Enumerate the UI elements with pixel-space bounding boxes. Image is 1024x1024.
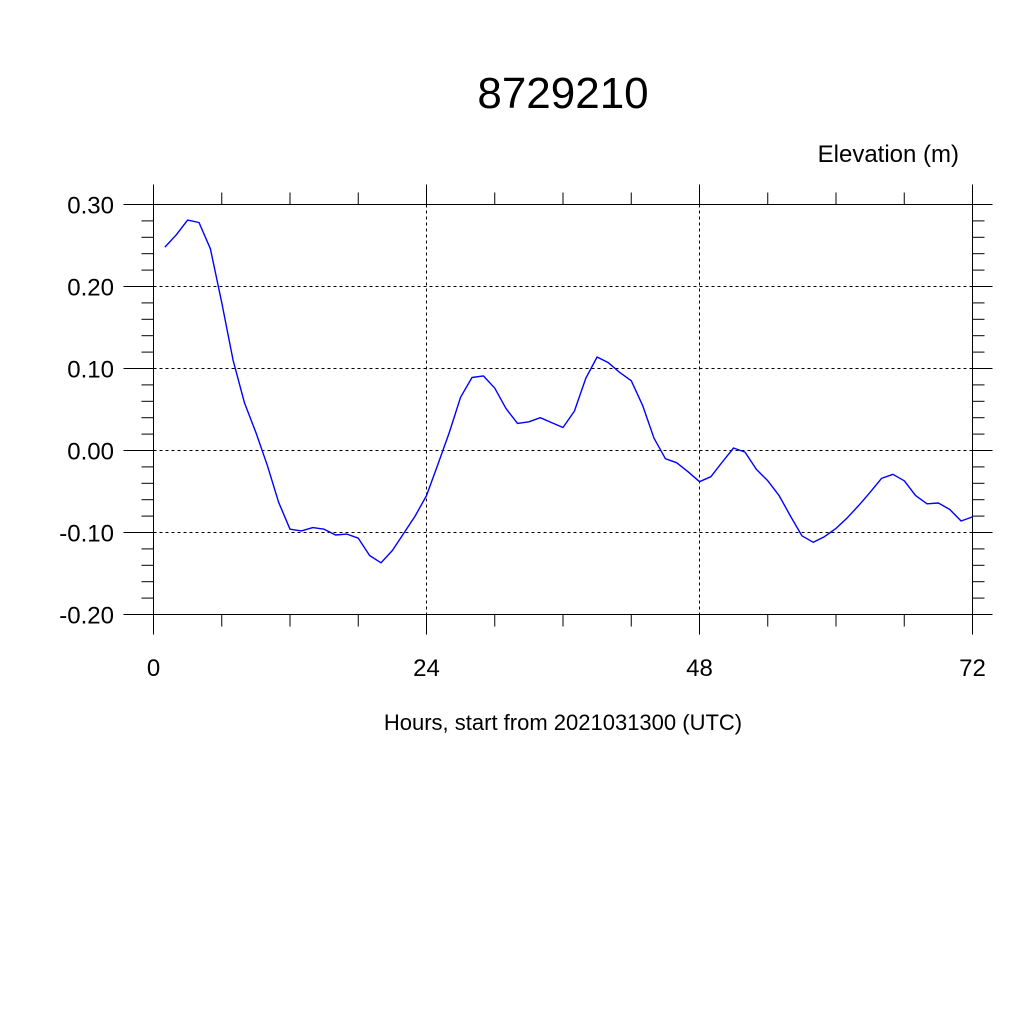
y-axis-label: Elevation (m): [818, 141, 959, 168]
x-tick-label: 48: [686, 655, 713, 682]
y-tick-label: 0.10: [67, 357, 114, 384]
y-tick-label: -0.20: [59, 603, 114, 630]
x-axis-label: Hours, start from 2021031300 (UTC): [384, 710, 742, 735]
y-tick-label: 0.30: [67, 193, 114, 220]
y-tick-labels: 0.30 0.20 0.10 0.00 -0.10 -0.20: [59, 193, 114, 630]
x-tick-label: 24: [413, 655, 440, 682]
y-tick-label: -0.10: [59, 521, 114, 548]
plot-frame: [153, 204, 973, 615]
elevation-series-line: [164, 219, 973, 564]
x-tick-labels: 0 24 48 72: [147, 655, 986, 682]
axis-ticks: [123, 184, 993, 635]
chart-title: 8729210: [477, 69, 648, 118]
x-tick-label: 72: [959, 655, 986, 682]
x-tick-label: 0: [147, 655, 160, 682]
series-layer: [164, 219, 973, 564]
y-tick-label: 0.20: [67, 275, 114, 302]
y-tick-label: 0.00: [67, 439, 114, 466]
